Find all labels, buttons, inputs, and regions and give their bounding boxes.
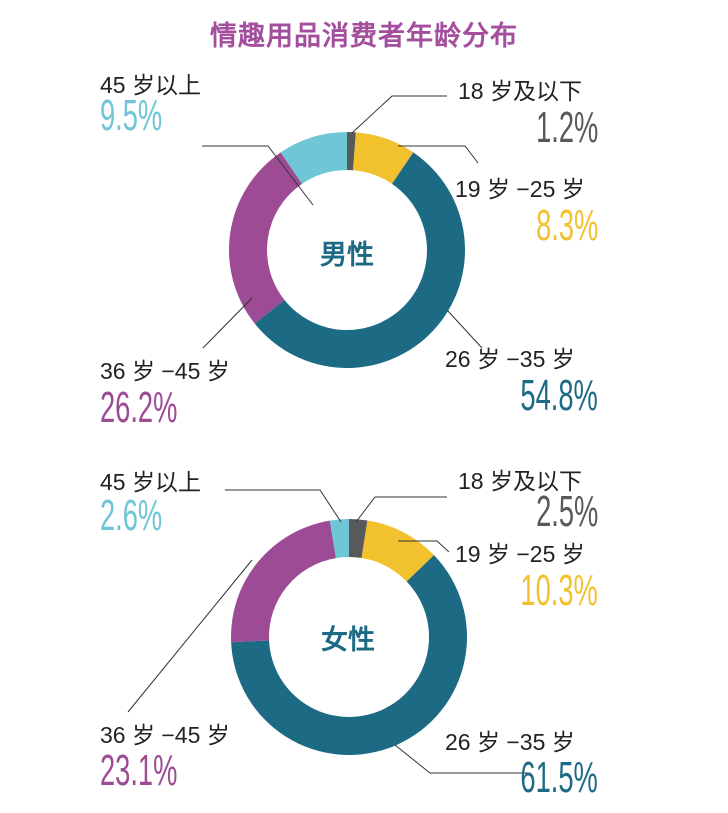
- leader-line-male-19-25: [398, 145, 479, 164]
- female-slice-26-35: [231, 555, 468, 755]
- female-slice-19-25: [361, 520, 434, 582]
- pct-male-19-25: 8.3%: [535, 201, 598, 250]
- label-male-18: 18 岁及以下: [458, 78, 582, 104]
- chart-title: 情趣用品消费者年龄分布: [210, 21, 518, 52]
- center-label-male: 男性: [320, 240, 374, 271]
- pct-female-45plus: 2.6%: [100, 491, 163, 540]
- female-slice-18-under: [349, 519, 368, 558]
- pct-male-26-35: 54.8%: [520, 371, 598, 420]
- male-donut: [229, 132, 466, 369]
- male-slice-18-under: [347, 132, 356, 171]
- leader-line-male-45plus: [202, 145, 314, 206]
- female-slice-36-45: [231, 520, 336, 643]
- label-female-19-25: 19 岁 −25 岁: [455, 541, 585, 567]
- female-donut: [231, 519, 468, 755]
- label-female-18: 18 岁及以下: [458, 468, 582, 494]
- pct-female-26-35: 61.5%: [520, 753, 598, 802]
- label-male-26-35: 26 岁 −35 岁: [445, 346, 575, 372]
- male-slice-45plus: [280, 132, 347, 184]
- label-male-19-25: 19 岁 −25 岁: [455, 176, 585, 202]
- female-slice-45plus: [329, 519, 349, 559]
- pct-female-36-45: 23.1%: [100, 746, 178, 795]
- leader-line-male-36-45: [202, 297, 253, 349]
- male-slice-36-45: [229, 152, 303, 324]
- leader-line-female-45plus: [225, 489, 342, 523]
- leader-line-male-18: [351, 95, 447, 134]
- label-female-45plus: 45 岁以上: [100, 469, 201, 495]
- pct-female-19-25: 10.3%: [520, 566, 598, 615]
- leader-line-female-19-25: [398, 540, 450, 553]
- label-female-26-35: 26 岁 −35 岁: [445, 729, 575, 755]
- male-slice-19-25: [353, 132, 414, 184]
- label-male-36-45: 36 岁 −45 岁: [100, 358, 230, 384]
- leader-line-female-18: [355, 496, 447, 523]
- pct-male-45plus: 9.5%: [100, 91, 163, 140]
- leader-line-male-26-35: [446, 309, 483, 349]
- pct-male-18: 1.2%: [535, 103, 598, 152]
- center-label-female: 女性: [321, 625, 375, 656]
- pct-male-36-45: 26.2%: [100, 383, 178, 432]
- leader-line-female-26-35: [394, 744, 530, 774]
- label-male-45plus: 45 岁以上: [100, 72, 201, 98]
- pct-female-18: 2.5%: [535, 487, 598, 536]
- male-slice-26-35: [254, 152, 466, 369]
- label-female-36-45: 36 岁 −45 岁: [100, 722, 230, 748]
- leader-line-female-36-45: [127, 559, 253, 713]
